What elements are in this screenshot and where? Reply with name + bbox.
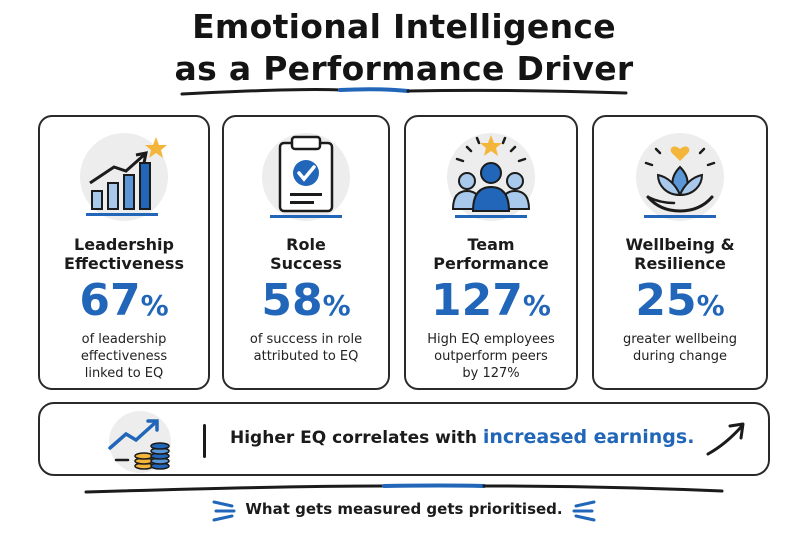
stat-unit: % <box>140 289 169 322</box>
desc-line-1: of success in role <box>249 332 363 347</box>
card-description: of success in role attributed to EQ <box>230 331 382 365</box>
title-line-2: as a Performance Driver <box>174 49 634 88</box>
card-stat: 67% <box>40 275 208 336</box>
footer-dashes-left <box>212 500 236 522</box>
stat-value: 58 <box>261 275 323 326</box>
desc-line-1: of leadership <box>81 332 167 347</box>
stat-value: 67 <box>79 275 141 326</box>
footer-tagline: What gets measured gets prioritised. <box>245 500 563 518</box>
clipboard-check-icon <box>256 129 356 229</box>
card-title: Wellbeing & Resilience <box>594 235 766 273</box>
stat-value: 25 <box>635 275 697 326</box>
stat-unit: % <box>322 289 351 322</box>
stat-unit: % <box>522 289 551 322</box>
card-title: Role Success <box>224 235 388 273</box>
card-stat: 58% <box>224 275 388 336</box>
card-team-performance: Team Performance 127% High EQ employees … <box>404 115 578 390</box>
desc-line-1: High EQ employees <box>427 332 555 347</box>
card-title-line-2: Success <box>270 254 342 273</box>
banner-text: Higher EQ correlates with <box>230 428 483 448</box>
team-star-icon <box>441 129 541 229</box>
card-title-line-1: Wellbeing & <box>625 235 735 254</box>
bottom-brush-line <box>84 483 724 494</box>
card-title-line-1: Role <box>286 235 326 254</box>
desc-line-2: outperform peers <box>434 349 548 364</box>
banner-highlight: increased earnings. <box>482 426 695 448</box>
earnings-banner: Higher EQ correlates with increased earn… <box>38 402 770 476</box>
card-title-line-2: Effectiveness <box>64 254 184 273</box>
card-title: Leadership Effectiveness <box>40 235 208 273</box>
banner-message: Higher EQ correlates with increased earn… <box>230 426 694 448</box>
desc-line-3: by 127% <box>462 366 520 381</box>
arrow-up-right-icon <box>706 422 745 456</box>
card-stat: 127% <box>406 275 576 336</box>
card-title: Team Performance <box>406 235 576 273</box>
card-description: High EQ employees outperform peers by 12… <box>412 331 570 382</box>
card-role-success: Role Success 58% of success in role attr… <box>222 115 390 390</box>
banner-divider <box>203 424 206 458</box>
card-wellbeing-resilience: Wellbeing & Resilience 25% greater wellb… <box>592 115 768 390</box>
title-line-1: Emotional Intelligence <box>192 7 616 46</box>
coins-trend-icon <box>108 411 171 473</box>
desc-line-3: linked to EQ <box>84 366 164 381</box>
card-title-line-1: Team <box>467 235 515 254</box>
card-title-line-2: Performance <box>433 254 549 273</box>
page-title: Emotional Intelligence as a Performance … <box>0 6 808 90</box>
card-description: of leadership effectiveness linked to EQ <box>46 331 202 382</box>
card-leadership-effectiveness: Leadership Effectiveness 67% of leadersh… <box>38 115 210 390</box>
desc-line-2: effectiveness <box>80 349 168 364</box>
card-description: greater wellbeing during change <box>600 331 760 365</box>
lotus-hand-heart-icon <box>630 129 730 229</box>
desc-line-2: during change <box>633 349 727 364</box>
desc-line-2: attributed to EQ <box>253 349 359 364</box>
stat-unit: % <box>696 289 725 322</box>
desc-line-1: greater wellbeing <box>622 332 738 347</box>
card-title-line-2: Resilience <box>634 254 726 273</box>
card-stat: 25% <box>594 275 766 336</box>
bar-chart-star-icon <box>74 129 174 229</box>
stat-value: 127 <box>431 275 523 326</box>
footer-dashes-right <box>572 500 596 522</box>
card-title-line-1: Leadership <box>74 235 174 254</box>
title-underline <box>180 87 628 96</box>
